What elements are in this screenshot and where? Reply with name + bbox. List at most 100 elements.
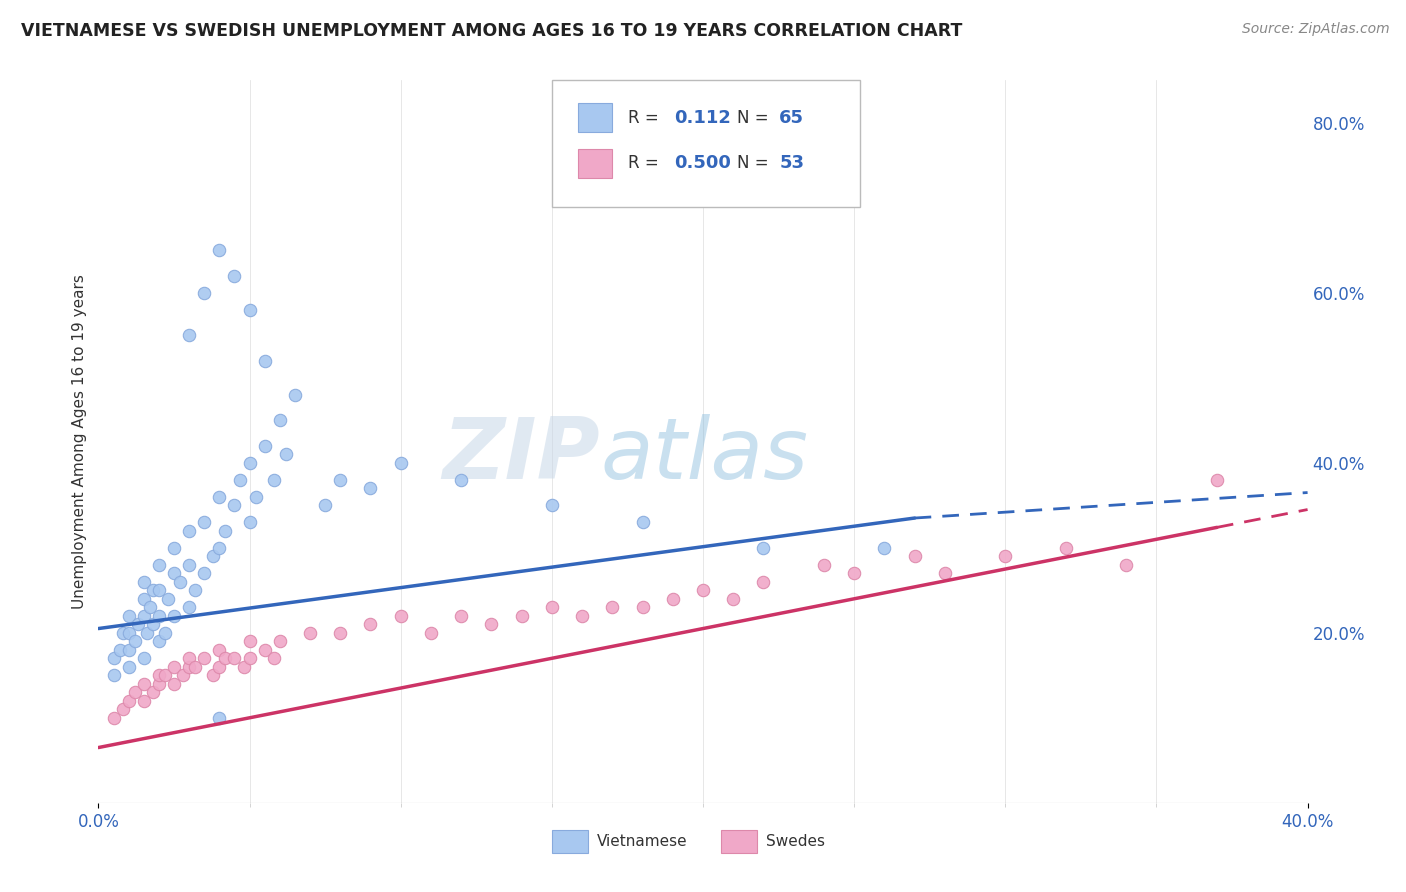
Point [602, 600, 624, 615]
Point [148, 634, 170, 648]
Point [127, 617, 149, 632]
Point [934, 566, 956, 581]
Point [239, 634, 262, 648]
Point [108, 642, 131, 657]
Point [253, 642, 276, 657]
Point [132, 651, 155, 665]
Text: 0.500: 0.500 [673, 154, 731, 172]
FancyBboxPatch shape [578, 149, 613, 178]
Point [510, 608, 533, 623]
Point [420, 625, 443, 640]
Point [124, 634, 146, 648]
Point [118, 694, 141, 708]
Point [214, 524, 236, 538]
Point [229, 473, 252, 487]
Point [269, 413, 291, 427]
Point [142, 685, 165, 699]
Point [844, 566, 866, 581]
Point [239, 516, 262, 530]
Point [904, 549, 927, 564]
Point [179, 558, 201, 572]
Point [540, 600, 562, 615]
Point [193, 566, 215, 581]
Point [214, 651, 236, 665]
Text: Vietnamese: Vietnamese [596, 834, 688, 848]
Point [208, 660, 231, 674]
Point [118, 642, 141, 657]
Point [239, 651, 262, 665]
Point [132, 677, 155, 691]
Point [571, 608, 593, 623]
Point [163, 541, 186, 555]
Point [994, 549, 1017, 564]
Point [540, 498, 562, 512]
Point [103, 668, 125, 682]
Point [184, 660, 207, 674]
Point [692, 583, 714, 598]
Point [631, 516, 654, 530]
Point [169, 574, 191, 589]
Point [148, 677, 170, 691]
Point [208, 642, 231, 657]
Point [148, 583, 170, 598]
Point [163, 566, 186, 581]
Point [873, 541, 896, 555]
Point [179, 651, 201, 665]
FancyBboxPatch shape [721, 830, 758, 854]
Point [389, 608, 412, 623]
Point [142, 583, 165, 598]
Point [132, 591, 155, 606]
Point [329, 625, 352, 640]
Point [253, 439, 276, 453]
Text: Swedes: Swedes [766, 834, 825, 848]
Text: N =: N = [737, 109, 773, 127]
Point [202, 668, 225, 682]
Point [172, 668, 194, 682]
Text: 53: 53 [779, 154, 804, 172]
Point [224, 651, 246, 665]
Point [208, 711, 231, 725]
Point [148, 668, 170, 682]
Point [156, 591, 179, 606]
FancyBboxPatch shape [551, 830, 588, 854]
Point [132, 608, 155, 623]
Point [253, 353, 276, 368]
Point [263, 651, 285, 665]
Point [184, 583, 207, 598]
Point [163, 608, 186, 623]
Point [193, 516, 215, 530]
Point [202, 549, 225, 564]
Point [274, 447, 297, 461]
Point [139, 600, 162, 615]
Point [163, 660, 186, 674]
Point [232, 660, 254, 674]
Point [360, 481, 382, 495]
Point [124, 685, 146, 699]
Point [103, 711, 125, 725]
Point [1206, 473, 1229, 487]
Point [208, 244, 231, 258]
Point [1115, 558, 1137, 572]
Point [179, 328, 201, 343]
Point [723, 591, 745, 606]
Point [245, 490, 267, 504]
Point [661, 591, 683, 606]
Point [132, 574, 155, 589]
Point [103, 651, 125, 665]
Point [179, 600, 201, 615]
Point [389, 456, 412, 470]
Point [135, 625, 157, 640]
Point [481, 617, 503, 632]
Point [111, 702, 134, 716]
Point [631, 600, 654, 615]
Point [269, 634, 291, 648]
Point [118, 660, 141, 674]
Point [153, 668, 176, 682]
Point [299, 625, 322, 640]
Point [118, 608, 141, 623]
Point [224, 268, 246, 283]
Point [163, 677, 186, 691]
Point [193, 285, 215, 300]
Text: R =: R = [628, 154, 664, 172]
Text: R =: R = [628, 109, 664, 127]
